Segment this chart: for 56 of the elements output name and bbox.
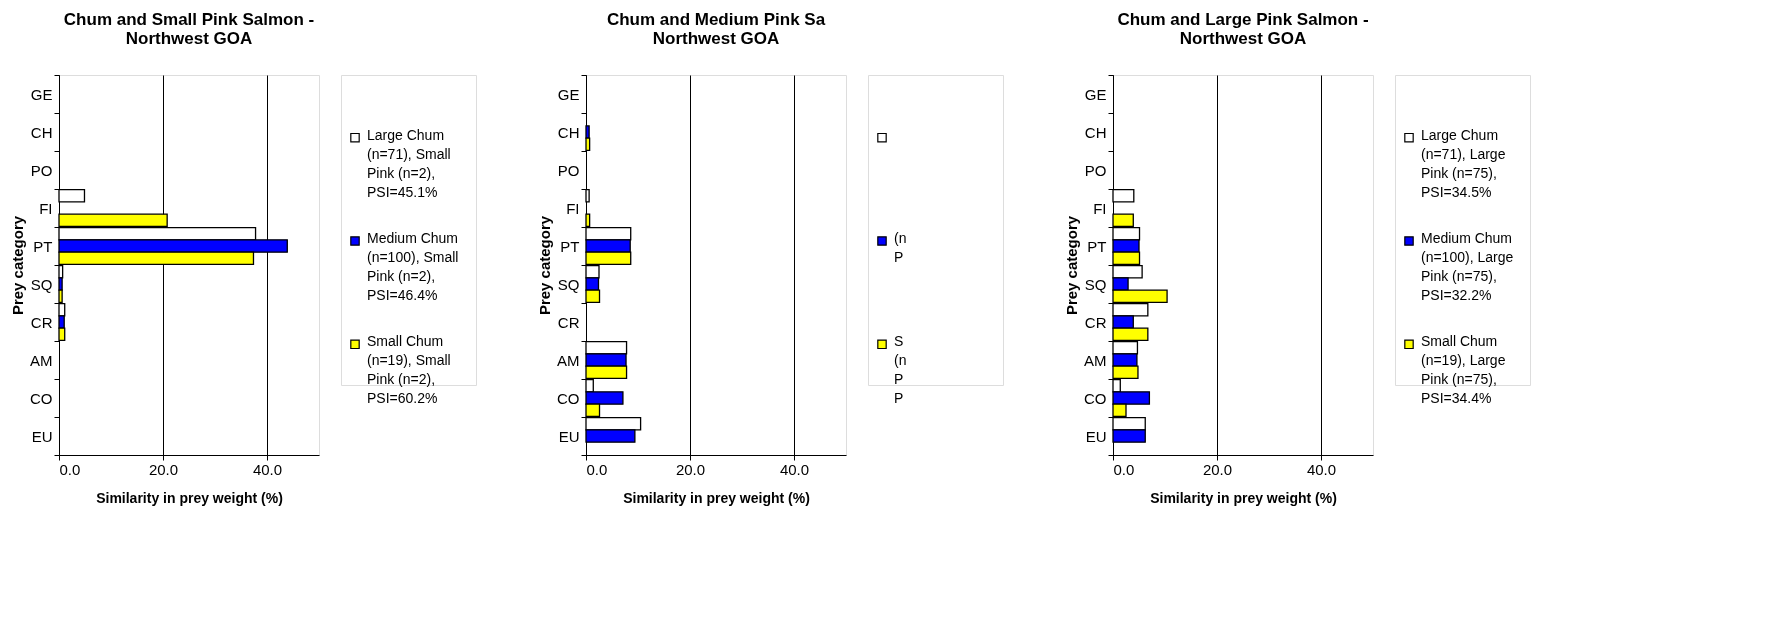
y-tick-label: CH [557, 123, 580, 141]
x-tick-label: 20.0 [1202, 460, 1233, 478]
x-tick-label: 40.0 [252, 460, 283, 478]
chart-title: Chum and Small Pink Salmon - Northwest GOA [63, 10, 315, 48]
y-tick-label: EU [31, 427, 53, 445]
y-tick-label: CH [30, 123, 53, 141]
y-tick-label: GE [557, 85, 580, 103]
chart-title: Chum and Medium Pink Sa Northwest GOA [606, 10, 826, 48]
y-tick-label: CR [557, 313, 580, 331]
legend-label: Small Chum (n=19), Small Pink (n=2), PSI=60.2% [367, 333, 451, 407]
y-tick-label: PT [560, 237, 580, 255]
y-tick-label: AM [30, 351, 53, 369]
legend-label: Small Chum (n=19), Large Pink (n=75), PSI=34.4% [1421, 333, 1506, 407]
y-tick-label: EU [558, 427, 580, 445]
legend-label: Large Chum (n=71), Small Pink (n=2), PSI=45.1% [367, 126, 451, 200]
y-tick-label: PT [33, 237, 53, 255]
y-tick-label: EU [1085, 427, 1107, 445]
y-tick-label: FI [1093, 199, 1107, 217]
y-tick-label: CR [30, 313, 53, 331]
y-axis-title: Prey category [536, 215, 553, 316]
y-tick-label: AM [557, 351, 580, 369]
y-tick-label: CR [1084, 313, 1107, 331]
y-tick-label: GE [30, 85, 53, 103]
y-tick-label: SQ [30, 275, 53, 293]
y-tick-label: PT [1087, 237, 1107, 255]
x-tick-label: 20.0 [148, 460, 179, 478]
x-tick-label: 40.0 [779, 460, 810, 478]
y-tick-label: FI [566, 199, 580, 217]
legend-label: Medium Chum (n=100), Small Pink (n=2), PSI=46.4% [367, 230, 459, 303]
y-tick-label: PO [30, 161, 53, 179]
chart-title: Chum and Large Pink Salmon - Northwest GOA [1117, 10, 1369, 48]
y-axis-title: Prey category [1063, 215, 1080, 316]
y-tick-label: CO [30, 389, 53, 407]
y-tick-label: CO [1084, 389, 1107, 407]
y-tick-label: SQ [557, 275, 580, 293]
legend-label: S (n P P [894, 333, 907, 407]
x-axis-title: Similarity in prey weight (%) [623, 489, 810, 506]
x-tick-label: 40.0 [1306, 460, 1337, 478]
legend-label: Large Chum (n=71), Large Pink (n=75), PSI=34.5% [1421, 126, 1506, 200]
y-tick-label: AM [1084, 351, 1107, 369]
y-tick-label: CO [557, 389, 580, 407]
legend-label: (n P [894, 230, 907, 265]
x-tick-label: 20.0 [675, 460, 706, 478]
x-tick-label: 0.0 [586, 460, 608, 478]
y-tick-label: PO [557, 161, 580, 179]
x-tick-label: 0.0 [1113, 460, 1135, 478]
y-axis-title: Prey category [9, 215, 26, 316]
legend-label: Medium Chum (n=100), Large Pink (n=75), PSI=32.2% [1421, 230, 1514, 303]
x-tick-label: 0.0 [59, 460, 81, 478]
y-tick-label: SQ [1084, 275, 1107, 293]
x-axis-title: Similarity in prey weight (%) [96, 489, 283, 506]
y-tick-label: CH [1084, 123, 1107, 141]
y-tick-label: PO [1084, 161, 1107, 179]
x-axis-title: Similarity in prey weight (%) [1150, 489, 1337, 506]
y-tick-label: GE [1084, 85, 1107, 103]
y-tick-label: FI [39, 199, 53, 217]
